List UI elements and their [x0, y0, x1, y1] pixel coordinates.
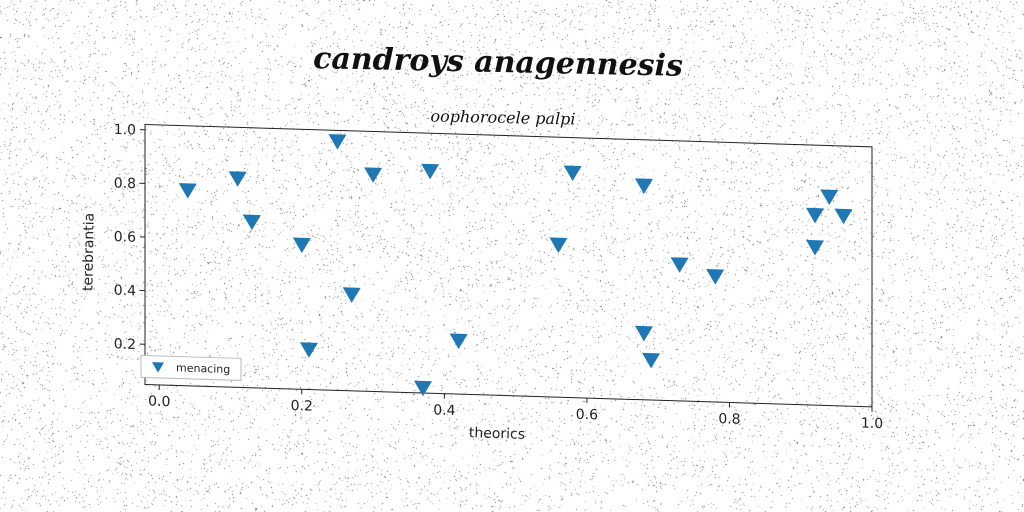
data-point-marker: [293, 238, 311, 254]
data-point-marker: [671, 257, 689, 273]
chart-subtitle: oophorocele palpi: [430, 106, 575, 128]
data-point-marker: [179, 183, 197, 199]
data-point-marker: [364, 167, 382, 183]
y-axis-label: terebrantia: [80, 213, 97, 291]
data-point-marker: [834, 209, 852, 225]
y-tick-label: 0.2: [114, 336, 136, 353]
x-axis-ticks: 0.0 0.2 0.4 0.6 0.8 1.0: [148, 385, 883, 433]
data-point-marker: [564, 165, 582, 181]
y-tick-label: 0.4: [114, 283, 136, 300]
data-point-marker: [635, 178, 653, 194]
x-axis-label: theorics: [469, 425, 526, 443]
data-point-marker: [706, 269, 724, 285]
x-tick-label: 0.2: [291, 398, 313, 415]
legend-label-menacing: menacing: [176, 361, 230, 376]
series-menacing-markers: [179, 129, 853, 409]
data-point-marker: [300, 342, 318, 358]
legend: menacing: [141, 355, 241, 380]
y-tick-label: 0.8: [114, 175, 136, 192]
data-point-marker: [806, 240, 824, 256]
x-tick-label: 0.4: [433, 402, 455, 419]
data-point-marker: [414, 381, 432, 397]
y-axis-ticks: 0.2 0.4 0.6 0.8 1.0: [114, 122, 145, 353]
x-tick-label: 0.6: [576, 407, 598, 424]
data-point-marker: [806, 208, 824, 224]
data-point-marker: [450, 333, 468, 349]
plot-frame: [145, 124, 872, 406]
data-point-marker: [421, 164, 439, 180]
chart-title: candroys anagennesis: [313, 41, 683, 84]
data-point-marker: [635, 326, 653, 342]
data-point-marker: [243, 215, 261, 231]
data-point-marker: [642, 353, 660, 369]
data-point-marker: [229, 171, 247, 187]
data-point-marker: [343, 287, 361, 303]
x-tick-label: 0.8: [718, 411, 740, 428]
data-point-marker: [328, 134, 346, 150]
x-tick-label: 0.0: [148, 394, 170, 411]
y-tick-label: 0.6: [114, 229, 136, 246]
y-tick-label: 1.0: [114, 122, 136, 139]
data-point-marker: [820, 189, 838, 205]
x-tick-label: 1.0: [861, 416, 883, 433]
plot-axes: 0.0 0.2 0.4 0.6 0.8 1.0 0.2 0.4 0.6 0.8 1.0 menac…: [114, 122, 883, 432]
data-point-marker: [549, 237, 567, 253]
